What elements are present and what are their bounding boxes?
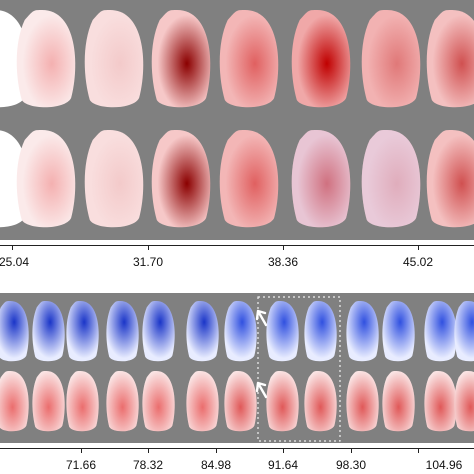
foot-map (32, 371, 65, 432)
foot-map (266, 371, 299, 432)
foot-map-overlay (361, 130, 421, 228)
foot-map (106, 371, 139, 432)
foot-map-overlay (186, 371, 219, 432)
foot-map (361, 10, 421, 108)
foot-map (346, 371, 379, 432)
foot-map-overlay (32, 371, 65, 432)
top-tick-label: 38.36 (267, 255, 299, 269)
foot-map (186, 301, 219, 362)
bottom-axis-tick (283, 448, 284, 453)
foot-map (346, 301, 379, 362)
foot-map (426, 10, 474, 108)
foot-map (424, 371, 457, 432)
foot-map-overlay (66, 371, 99, 432)
bottom-axis-tick (216, 448, 217, 453)
bottom-axis-line (0, 448, 474, 449)
foot-map (142, 301, 175, 362)
foot-map (66, 301, 99, 362)
top-time-axis: 25.04 31.70 38.36 45.02 (0, 240, 474, 270)
foot-map-overlay (0, 371, 29, 432)
foot-map-overlay (424, 371, 457, 432)
foot-map (16, 10, 76, 108)
top-tick-label: 31.70 (132, 255, 164, 269)
bottom-time-axis: 71.66 78.32 84.98 91.64 98.30 104.96 (0, 443, 474, 473)
foot-map-overlay (304, 371, 337, 432)
foot-map (454, 301, 474, 362)
top-heatmap-panel (0, 0, 474, 240)
highlight-box (257, 296, 341, 442)
top-tick-label: 45.02 (402, 255, 434, 269)
foot-map (291, 10, 351, 108)
foot-map (224, 301, 257, 362)
bottom-axis-tick (148, 448, 149, 453)
arrow-icon (255, 309, 268, 327)
foot-map-overlay (346, 371, 379, 432)
foot-map (304, 371, 337, 432)
foot-map (304, 301, 337, 362)
foot-map (424, 301, 457, 362)
foot-map (266, 301, 299, 362)
foot-map-overlay (224, 371, 257, 432)
foot-map (224, 371, 257, 432)
foot-map (66, 371, 99, 432)
foot-map (151, 130, 211, 228)
top-axis-tick (148, 245, 149, 250)
foot-map (454, 371, 474, 432)
foot-map-overlay (291, 130, 351, 228)
arrow-icon (255, 381, 268, 399)
foot-map (84, 130, 144, 228)
foot-map (0, 371, 29, 432)
foot-map (219, 130, 279, 228)
top-tick-label: 25.04 (0, 255, 30, 269)
foot-map (151, 10, 211, 108)
top-axis-tick (418, 245, 419, 250)
foot-map (32, 301, 65, 362)
top-axis-line (0, 245, 474, 246)
bottom-foot-maps (0, 296, 474, 442)
foot-map (0, 301, 29, 362)
foot-map (382, 371, 415, 432)
bottom-tick-label: 104.96 (425, 458, 463, 472)
foot-map-overlay (382, 371, 415, 432)
foot-map (16, 130, 76, 228)
foot-map (142, 371, 175, 432)
bottom-tick-label: 84.98 (200, 458, 232, 472)
foot-map (186, 371, 219, 432)
foot-map-overlay (106, 371, 139, 432)
foot-map (382, 301, 415, 362)
bottom-tick-label: 71.66 (65, 458, 97, 472)
foot-map (84, 10, 144, 108)
bottom-tick-label: 78.32 (132, 458, 164, 472)
top-axis-tick (283, 245, 284, 250)
foot-map-overlay (266, 371, 299, 432)
bottom-tick-label: 98.30 (335, 458, 367, 472)
foot-map (219, 10, 279, 108)
bottom-axis-tick (81, 448, 82, 453)
bottom-axis-tick (351, 448, 352, 453)
foot-map (426, 130, 474, 228)
bottom-axis-tick (418, 448, 419, 453)
bottom-heatmap-panel (0, 293, 474, 443)
foot-map-overlay (454, 371, 474, 432)
foot-map (106, 301, 139, 362)
foot-map-overlay (142, 371, 175, 432)
top-foot-maps (0, 10, 474, 228)
bottom-tick-label: 91.64 (267, 458, 299, 472)
top-axis-tick (12, 245, 13, 250)
